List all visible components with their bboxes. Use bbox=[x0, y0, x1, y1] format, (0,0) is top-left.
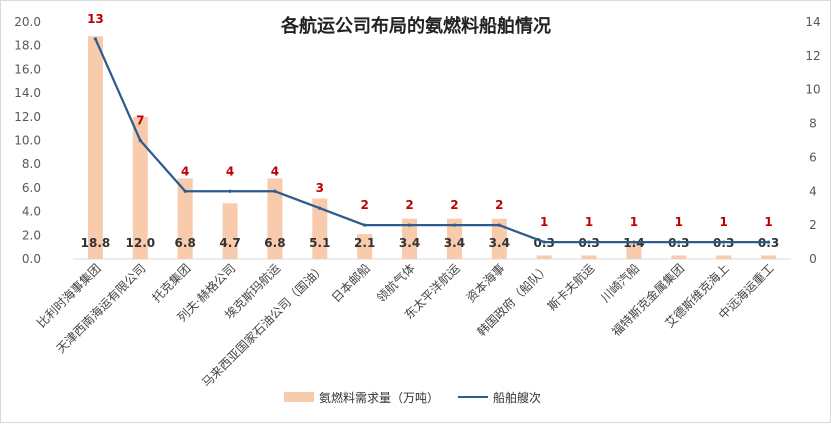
bar bbox=[761, 255, 777, 259]
bar-value-label: 4.7 bbox=[219, 236, 240, 250]
bar bbox=[402, 218, 418, 259]
y-right-tick-label: 0 bbox=[809, 252, 817, 266]
line-point bbox=[138, 138, 142, 143]
line-point bbox=[587, 240, 591, 244]
bar-value-label: 12.0 bbox=[126, 236, 156, 250]
y-left-tick-label: 14.0 bbox=[14, 86, 41, 100]
y-right-tick-label: 14 bbox=[805, 15, 820, 29]
bar-value-label: 6.8 bbox=[175, 236, 196, 250]
y-left-tick-label: 18.0 bbox=[14, 39, 41, 53]
bar bbox=[312, 198, 328, 259]
line-value-label: 4 bbox=[226, 164, 234, 178]
bar bbox=[177, 178, 193, 259]
line-value-label: 7 bbox=[136, 114, 144, 128]
legend: 氨燃料需求量（万吨） 船舶艘次 bbox=[284, 390, 541, 405]
line-point bbox=[542, 240, 546, 244]
line-point bbox=[632, 240, 636, 244]
category-label: 日本邮船 bbox=[329, 261, 373, 305]
line-value-labels: 13 7 4 4 4 3 2 2 2 2 1 1 1 1 1 1 bbox=[87, 12, 773, 229]
bar-series bbox=[87, 36, 777, 259]
bar bbox=[716, 255, 732, 259]
line-value-label: 1 bbox=[585, 215, 593, 229]
y-right-tick-label: 4 bbox=[809, 184, 817, 198]
bar bbox=[267, 178, 283, 259]
legend-bar-swatch bbox=[284, 392, 314, 402]
bar bbox=[132, 116, 148, 259]
category-label: 领航气体 bbox=[373, 261, 418, 306]
line-series bbox=[93, 37, 771, 244]
category-label: 天津西南海运有限公司 bbox=[53, 261, 148, 356]
line-value-label: 13 bbox=[87, 12, 104, 26]
legend-line-label: 船舶艘次 bbox=[493, 390, 541, 405]
bar bbox=[357, 234, 373, 259]
y-left-tick-label: 16.0 bbox=[14, 62, 41, 76]
line-value-label: 4 bbox=[271, 164, 279, 178]
y-right-tick-label: 8 bbox=[809, 117, 817, 131]
line-point bbox=[363, 223, 367, 227]
category-label: 资本海事 bbox=[463, 261, 508, 306]
bar-value-label: 5.1 bbox=[309, 236, 330, 250]
line-value-label: 1 bbox=[675, 215, 683, 229]
bar-value-label: 18.8 bbox=[81, 236, 111, 250]
line-value-label: 4 bbox=[181, 164, 189, 178]
bar bbox=[581, 255, 597, 259]
y-left-tick-label: 0.0 bbox=[22, 252, 41, 266]
bar bbox=[222, 203, 238, 259]
line-value-label: 2 bbox=[495, 198, 503, 212]
line-point bbox=[228, 189, 232, 193]
bar-value-label: 2.1 bbox=[354, 236, 375, 250]
line-point bbox=[452, 223, 457, 227]
line-point bbox=[273, 189, 277, 193]
axes: 0.0 2.0 4.0 6.0 8.0 10.0 12.0 14.0 16.0 18.0 20.0 0… bbox=[14, 15, 820, 266]
bar-value-label: 3.4 bbox=[489, 236, 510, 250]
line-value-label: 2 bbox=[361, 198, 369, 212]
y-left-tick-label: 12.0 bbox=[14, 110, 41, 124]
bar bbox=[626, 242, 642, 259]
bar bbox=[87, 36, 103, 259]
y-right-tick-label: 12 bbox=[805, 49, 820, 63]
line-value-label: 1 bbox=[540, 215, 548, 229]
line-value-label: 1 bbox=[630, 215, 638, 229]
line-point bbox=[766, 240, 771, 244]
bar-value-label: 6.8 bbox=[264, 236, 285, 250]
category-label: 托克集团 bbox=[149, 261, 194, 306]
y-left-tick-label: 8.0 bbox=[22, 157, 41, 171]
bar bbox=[671, 255, 687, 259]
line-value-label: 1 bbox=[764, 215, 772, 229]
y-left-tick-label: 10.0 bbox=[14, 134, 41, 148]
line-value-label: 1 bbox=[720, 215, 728, 229]
bar bbox=[536, 255, 552, 259]
bar-value-label: 3.4 bbox=[444, 236, 465, 250]
line-path bbox=[94, 38, 769, 244]
line-point bbox=[93, 37, 98, 41]
bar bbox=[491, 218, 507, 259]
y-right-tick-label: 6 bbox=[809, 150, 817, 164]
chart-title: 各航运公司布局的氨燃料船舶情况 bbox=[280, 15, 551, 37]
line-value-label: 3 bbox=[316, 181, 324, 195]
bar-value-labels: 18.812.06.84.76.85.12.13.43.43.40.30.31.… bbox=[81, 236, 780, 250]
y-right-tick-label: 2 bbox=[809, 218, 817, 232]
line-point bbox=[407, 223, 412, 227]
y-left-tick-label: 6.0 bbox=[22, 181, 41, 195]
category-label: 川崎汽船 bbox=[598, 261, 643, 306]
line-point bbox=[677, 240, 681, 244]
y-left-tick-label: 4.0 bbox=[22, 205, 41, 219]
bar-value-label: 3.4 bbox=[399, 236, 420, 250]
line-point bbox=[497, 223, 501, 227]
line-point bbox=[722, 240, 726, 244]
category-label: 斯卡夫航运 bbox=[544, 261, 597, 314]
y-right-tick-label: 10 bbox=[805, 83, 820, 97]
bar bbox=[446, 218, 462, 259]
line-point bbox=[183, 189, 187, 193]
y-left-tick-label: 20.0 bbox=[14, 15, 41, 29]
line-value-label: 2 bbox=[405, 198, 413, 212]
legend-bar-label: 氨燃料需求量（万吨） bbox=[319, 390, 439, 405]
y-left-tick-label: 2.0 bbox=[22, 228, 41, 242]
line-point bbox=[318, 206, 322, 210]
line-value-label: 2 bbox=[450, 198, 458, 212]
